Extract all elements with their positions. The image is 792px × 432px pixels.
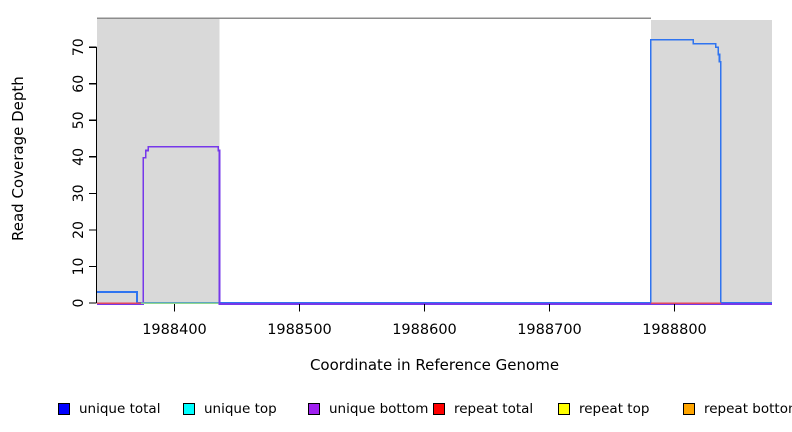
y-tick-label: 50 xyxy=(71,111,87,129)
legend-item-repeat-bottom: repeat bottom xyxy=(683,400,792,418)
series-line-unique-total xyxy=(97,39,772,304)
x-tick-label: 1988600 xyxy=(392,322,457,338)
x-tick-label: 1988800 xyxy=(642,322,707,338)
y-tick-label: 70 xyxy=(71,38,87,56)
legend-swatch-icon xyxy=(683,403,695,415)
y-tick-label: 30 xyxy=(71,184,87,202)
legend-item-unique-top: unique top xyxy=(183,400,277,418)
legend: unique total unique top unique bottom repea… xyxy=(0,400,792,424)
legend-label: unique total xyxy=(79,401,161,417)
y-tick-label: 60 xyxy=(71,75,87,93)
legend-item-unique-total: unique total xyxy=(58,400,160,418)
x-tick-label: 1988700 xyxy=(517,322,582,338)
legend-label: repeat total xyxy=(454,401,534,417)
legend-label: unique bottom xyxy=(329,401,429,417)
legend-swatch-icon xyxy=(558,403,570,415)
y-tick-label: 20 xyxy=(71,221,87,239)
repeat-region-left xyxy=(97,18,220,303)
y-tick-label: 10 xyxy=(71,258,87,276)
legend-swatch-icon xyxy=(183,403,195,415)
y-tick-label: 0 xyxy=(71,299,87,308)
y-axis-title: Read Coverage Depth xyxy=(9,76,27,241)
legend-label: repeat bottom xyxy=(704,401,792,417)
y-tick-label: 40 xyxy=(71,148,87,166)
legend-item-repeat-top: repeat top xyxy=(558,400,649,418)
x-tick-label: 1988400 xyxy=(142,322,207,338)
legend-swatch-icon xyxy=(58,403,70,415)
legend-label: unique top xyxy=(204,401,277,417)
legend-item-repeat-total: repeat total xyxy=(433,400,533,418)
x-tick-label: 1988500 xyxy=(267,322,332,338)
plot-area: 0 10 20 30 40 50 60 70 1988400 1988500 1988600 1988… xyxy=(71,17,772,338)
series-line-unique-bottom xyxy=(97,146,772,305)
legend-swatch-icon xyxy=(308,403,320,415)
legend-label: repeat top xyxy=(579,401,650,417)
legend-item-unique-bottom: unique bottom xyxy=(308,400,428,418)
repeat-region-right xyxy=(650,20,772,303)
legend-swatch-icon xyxy=(433,403,445,415)
x-axis-title: Coordinate in Reference Genome xyxy=(309,356,560,374)
